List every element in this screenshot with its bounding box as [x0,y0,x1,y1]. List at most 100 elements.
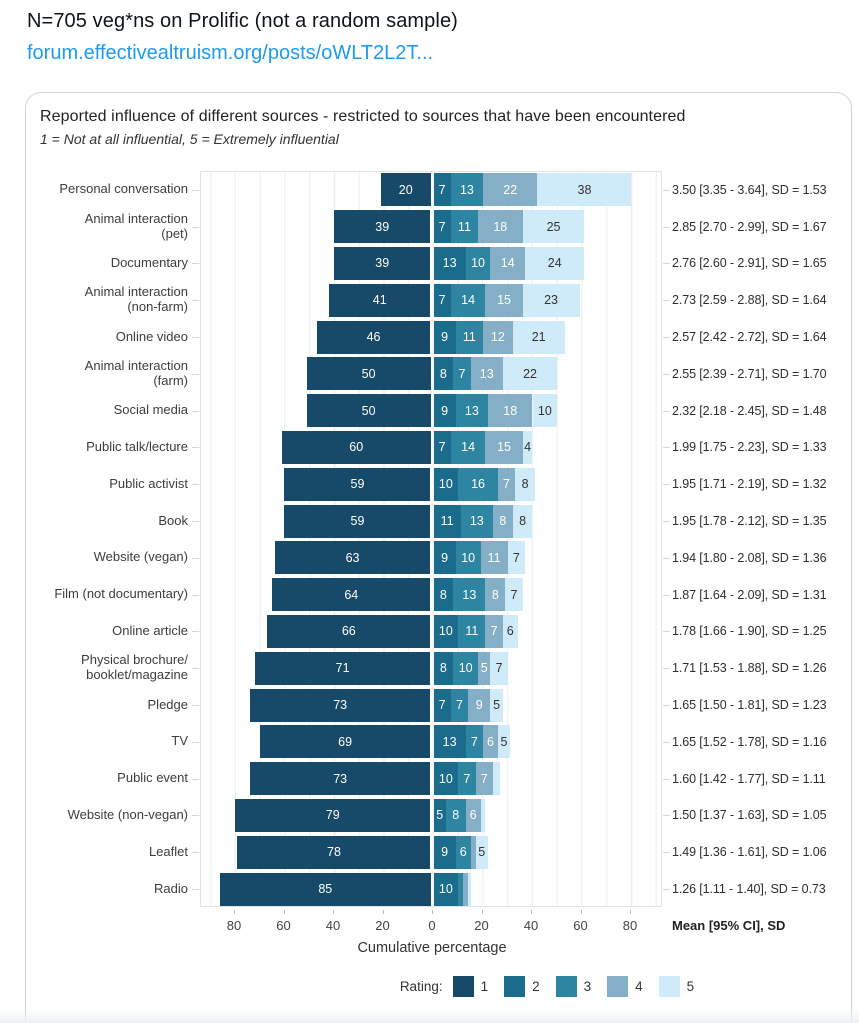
bar-segment-rating-2: 10 [433,872,459,906]
x-axis-label-wrap: Cumulative percentage [200,940,662,964]
bar-segment-rating-1: 69 [259,725,431,759]
row-tick [192,741,199,743]
bar-segment-value: 85 [318,882,333,897]
row-tick [192,557,199,559]
chart-row: Personal conversation 20 7 13 22 38 3.50 [3.35… [40,171,839,208]
row-plot: 41 7 14 15 23 [192,282,670,319]
axis-tick-label: 0 [428,918,436,934]
bar-segment-rating-1: 78 [237,835,431,869]
bar-segment-rating-4: 8 [485,578,506,612]
bar-segment-rating-1: 79 [234,798,431,832]
row-tick [192,631,199,633]
bar-segment-rating-4: 22 [483,173,538,207]
legend-entry: 4 [607,976,643,998]
axis-tick-label: 40 [523,918,539,934]
mean-ci-sd-value: 2.76 [2.60 - 2.91], SD = 1.65 [672,256,827,271]
tweet-link[interactable]: forum.effectivealtruism.org/posts/oWLT2L… [27,42,434,64]
bar-segment-rating-5 [480,798,486,832]
bar-segment-rating-1: 50 [306,394,431,428]
bar-segment-rating-2: 8 [433,357,454,391]
category-label: Website (vegan) [93,549,188,565]
bar-segment-rating-2: 9 [433,320,456,354]
category-label: Personal conversation [59,181,188,197]
bar-segment-value: 11 [440,514,454,529]
category-label: Documentary [110,255,188,270]
axis-tick-mark [333,910,334,915]
bar-segment-value: 10 [438,882,453,897]
legend-swatch-rating-5 [658,976,680,998]
bar-segment-rating-4: 9 [468,688,491,722]
mean-ci-sd-value: 1.95 [1.78 - 2.12], SD = 1.35 [672,514,827,529]
chart-row: Social media 50 9 13 18 10 2.32 [2.18 - 2.45],… [40,392,839,429]
bar-segment-value: 7 [455,698,463,713]
category-label: Website (non-vegan) [67,806,188,822]
category-label: Public activist [109,475,188,491]
mean-ci-sd-value: 1.99 [1.75 - 2.23], SD = 1.33 [672,440,827,455]
bar-segment-value: 18 [493,219,508,234]
bar-segment-value: 79 [325,808,340,823]
bar-segment-value: 9 [441,550,449,565]
bar-segment-value: 66 [341,624,356,639]
bar-segment-value: 13 [442,256,457,271]
chart-row: Animal interaction (pet) 39 7 11 18 25 2.85 [2… [40,208,839,245]
bar-segment-value: 63 [345,550,360,565]
row-plot: 39 13 10 14 24 [192,245,670,282]
row-tick [663,741,670,743]
bar-segment-value: 7 [438,219,446,234]
bar-segment-rating-4: 6 [483,725,498,759]
bar-segment-rating-4: 12 [483,320,513,354]
x-axis: 80 60 40 20 0 20 40 60 80 Mean [95% CI], SD [40,910,839,936]
bar-segment-value: 64 [344,587,359,602]
bar-segment-value: 50 [361,366,376,381]
bar-segment-value: 71 [335,661,350,676]
bar-segment-rating-3: 10 [455,541,481,575]
mean-ci-sd-value: 3.50 [3.35 - 3.64], SD = 1.53 [672,182,827,197]
bar-segment-rating-5: 6 [502,614,518,648]
bar-segment-value: 5 [480,661,488,676]
bar-segment-rating-3: 10 [453,651,479,685]
bar-segment-value: 9 [475,698,483,713]
bar-segment-rating-2: 7 [433,688,451,722]
row-tick [663,337,670,339]
bar-segment-rating-1: 50 [306,357,431,391]
bar-segment-rating-1: 59 [284,504,431,538]
bar-segment-value: 13 [469,514,484,529]
bar-segment-rating-3: 13 [453,578,486,612]
bar-segment-rating-1: 73 [249,762,431,796]
mean-ci-sd-value: 1.65 [1.52 - 1.78], SD = 1.16 [672,734,827,749]
bar-segment-value: 8 [499,514,507,529]
chart-row: Animal interaction (farm) 50 8 7 13 22 2.55 [2… [40,355,839,392]
row-plot: 71 8 10 5 7 [192,650,670,687]
axis-tick-label: 20 [375,918,390,934]
bar-segment-rating-3: 7 [450,688,469,722]
bar-segment-rating-2: 10 [433,467,459,501]
row-plot: 79 5 8 6 [192,797,670,834]
row-tick [192,300,199,302]
bar-segment-value: 21 [531,330,546,345]
legend-value: 4 [635,979,643,995]
row-tick [192,226,199,228]
row-tick [192,263,199,265]
bar-segment-rating-3: 11 [450,210,479,244]
bar-segment-rating-4: 13 [470,357,503,391]
bar-segment-rating-2: 13 [433,725,466,759]
mean-ci-sd-value: 2.85 [2.70 - 2.99], SD = 1.67 [672,219,827,234]
bar-segment-rating-2: 10 [433,762,459,796]
bar-segment-value: 6 [459,845,467,860]
bar-segment-value: 9 [441,403,449,418]
row-tick [663,226,670,228]
bar-segment-rating-2: 7 [433,430,451,464]
category-label: Film (not documentary) [54,586,188,602]
bar-segment-rating-5: 8 [515,467,535,501]
chart-row: Website (non-vegan) 79 5 8 6 1.50 [1.37 - 1.6… [40,797,839,834]
row-plot: 50 9 13 18 10 [192,392,670,429]
bar-segment-value: 6 [469,808,477,823]
bar-segment-rating-4: 15 [485,283,523,317]
chart-row: Online video 46 9 11 12 21 2.57 [2.42 - 2.72],… [40,319,839,356]
legend-swatch-rating-4 [607,976,629,998]
row-tick [663,300,670,302]
axis-tick-label: 80 [226,918,242,934]
row-tick [663,447,670,449]
legend-value: 3 [583,979,592,995]
